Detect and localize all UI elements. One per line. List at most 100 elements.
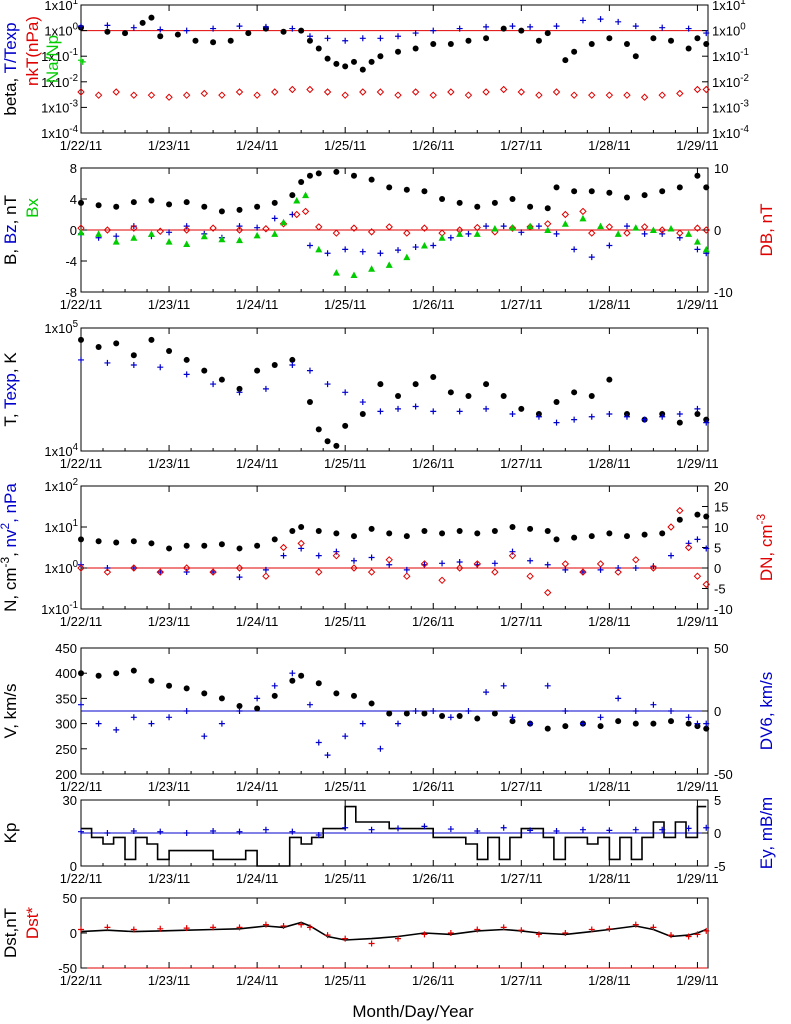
data-point	[588, 229, 596, 237]
data-point	[254, 367, 261, 374]
data-point	[280, 28, 287, 35]
data-point	[289, 828, 296, 835]
data-point	[632, 556, 640, 564]
data-point	[113, 670, 120, 677]
data-point	[606, 376, 613, 383]
data-point	[377, 745, 384, 752]
y2-axis-label: DV6, km/s	[757, 672, 776, 750]
data-point	[412, 244, 419, 251]
data-point	[606, 189, 613, 196]
data-point	[430, 242, 437, 249]
data-point	[341, 91, 349, 99]
data-point	[368, 940, 375, 947]
data-point	[359, 88, 367, 96]
data-point	[597, 566, 604, 573]
data-point	[385, 261, 393, 268]
data-point	[614, 568, 622, 576]
data-point	[659, 826, 666, 833]
y2-tick-label: 1x10-1	[712, 47, 749, 64]
x-tick-label: 1/27/11	[500, 871, 542, 886]
data-point	[271, 88, 279, 96]
data-point	[570, 91, 578, 99]
data-point	[509, 23, 516, 30]
data-point	[148, 336, 155, 343]
data-point	[157, 828, 164, 835]
x-tick-label: 1/29/11	[676, 297, 718, 312]
data-point	[579, 568, 587, 576]
y-tick-label: 200	[55, 767, 77, 782]
data-point	[694, 536, 701, 543]
data-point	[465, 708, 472, 714]
data-point	[606, 242, 613, 249]
data-point	[597, 723, 604, 730]
data-point	[702, 226, 710, 234]
data-point	[571, 416, 578, 423]
data-point	[667, 523, 675, 531]
y-tick-label: 4	[70, 192, 77, 207]
data-point	[165, 93, 173, 101]
panel-magnetic-field: 1/22/11 1/23/11 1/24/11 1/25/11 1/26/11 1/27/…	[60, 161, 733, 312]
data-point	[605, 223, 614, 231]
data-point	[94, 91, 103, 99]
data-point	[623, 91, 631, 99]
data-point	[562, 930, 569, 936]
data-point	[447, 40, 454, 47]
data-point	[289, 192, 296, 199]
data-point	[183, 708, 190, 714]
data-point	[350, 557, 357, 564]
y2-tick-label: 5	[714, 793, 721, 808]
x-tick-label: 1/22/11	[60, 973, 102, 988]
data-point	[156, 568, 164, 576]
data-point	[693, 572, 702, 580]
x-tick-label: 1/24/11	[236, 614, 278, 629]
data-point	[553, 536, 560, 543]
data-point	[456, 230, 464, 237]
data-point	[447, 234, 454, 241]
data-point	[588, 392, 595, 399]
data-point	[562, 57, 569, 64]
data-point	[289, 362, 296, 369]
data-point	[130, 714, 137, 721]
data-point	[421, 188, 428, 195]
data-point	[579, 17, 586, 24]
data-point	[561, 560, 570, 568]
data-point	[509, 718, 516, 725]
data-point	[685, 933, 692, 940]
data-point	[430, 373, 437, 380]
y2-axis-label: Ey, mB/m	[757, 797, 776, 869]
data-point	[491, 527, 498, 534]
y2-tick-label: 1x101	[712, 0, 746, 13]
data-point	[104, 28, 111, 35]
data-point	[298, 524, 305, 530]
data-point	[210, 828, 217, 835]
data-point	[315, 739, 322, 746]
data-point	[703, 545, 710, 552]
data-point	[377, 250, 384, 257]
x-tick-label: 1/27/11	[500, 614, 542, 629]
data-point	[324, 932, 331, 939]
data-point	[403, 572, 411, 580]
data-point	[395, 935, 402, 942]
data-point	[210, 39, 217, 46]
data-point	[509, 410, 516, 417]
y2-tick-label: 1x10-4	[712, 124, 749, 141]
data-point	[271, 215, 278, 222]
data-point	[553, 230, 560, 237]
data-point	[218, 541, 225, 548]
data-point	[377, 408, 384, 415]
data-point	[288, 85, 297, 94]
series-green	[77, 191, 710, 278]
data-point	[315, 223, 323, 231]
data-point	[403, 253, 411, 261]
data-point	[641, 416, 648, 423]
data-point	[183, 568, 190, 575]
data-point	[130, 538, 137, 545]
series-black	[78, 14, 710, 73]
data-point	[403, 566, 410, 573]
data-point	[166, 348, 173, 355]
data-point	[438, 234, 446, 241]
data-point	[182, 91, 191, 99]
data-point	[527, 23, 534, 30]
data-point	[544, 561, 551, 568]
data-point	[103, 226, 112, 234]
